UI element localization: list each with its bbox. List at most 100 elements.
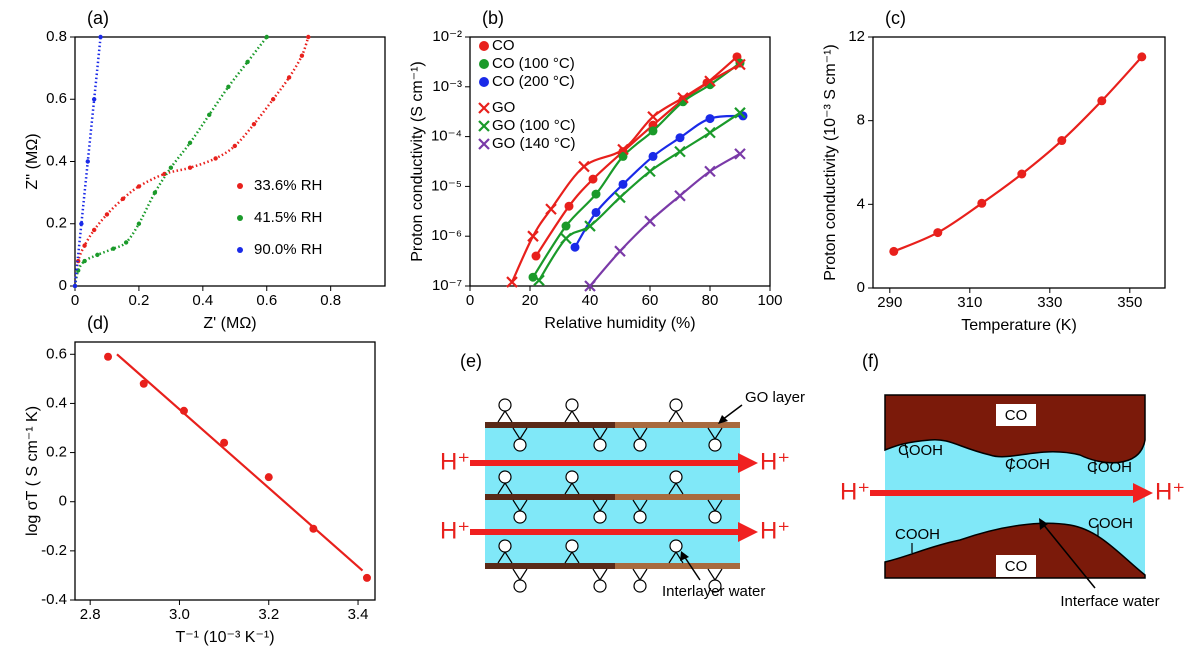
y-tick-label: 8 (857, 112, 865, 129)
legend-marker (237, 183, 243, 189)
point (644, 215, 656, 227)
water-label: Interface water (1060, 593, 1159, 610)
bond (1009, 457, 1013, 473)
point (139, 379, 148, 388)
x-tick-label: 40 (582, 292, 599, 309)
y-tick-label: -0.4 (41, 591, 67, 608)
point (531, 251, 541, 261)
epoxide-o (565, 398, 579, 412)
epoxide-o (498, 398, 512, 412)
y-tick-label: -0.2 (41, 542, 67, 559)
x-axis-label: Z' (MΩ) (203, 315, 256, 332)
epoxide-o (513, 438, 527, 452)
point (152, 190, 158, 195)
epoxide-o (498, 470, 512, 484)
point (648, 126, 658, 136)
x-tick-label: 350 (1117, 294, 1142, 311)
point (591, 207, 601, 217)
layers (485, 398, 740, 593)
panel-label: (f) (862, 351, 879, 371)
go-layer (615, 563, 740, 569)
point (104, 212, 110, 217)
point (82, 258, 87, 264)
group-label: COOH (1005, 456, 1050, 473)
x-tick-label: 3.0 (169, 606, 190, 623)
x-tick-label: 290 (877, 294, 902, 311)
point (309, 524, 318, 533)
y-axis-label: Proton conductivity (S cm⁻¹) (409, 61, 426, 262)
point (675, 133, 685, 143)
y-tick-label: 0.4 (46, 394, 67, 411)
y-tick-label: 0.6 (46, 345, 67, 362)
point (120, 196, 126, 202)
co-bottom (884, 522, 1146, 579)
panel-label: (d) (87, 313, 109, 333)
point (306, 34, 311, 40)
epoxide-o (513, 510, 527, 524)
y-tick-label: 0.6 (46, 90, 67, 107)
co-box (996, 555, 1036, 577)
series-dots (73, 36, 310, 287)
y-tick-label: 10⁻³ (432, 78, 462, 95)
pointer (683, 555, 701, 581)
point (704, 126, 716, 139)
legend-marker (478, 138, 490, 150)
point (187, 165, 193, 170)
epoxide-o (669, 470, 683, 484)
x-tick-label: 100 (757, 292, 782, 309)
point (545, 203, 557, 215)
point (264, 473, 273, 482)
point (251, 121, 257, 127)
y-tick-label: 0.2 (46, 444, 67, 461)
y-axis-label: Proton conductivity (10⁻³ S cm⁻¹) (822, 44, 839, 281)
y-tick-label: 12 (848, 28, 865, 45)
proton-label: H⁺ (440, 448, 470, 475)
point (1137, 52, 1147, 62)
legend-label: 33.6% RH (254, 177, 322, 194)
legend-marker (479, 77, 489, 87)
point (618, 151, 628, 161)
go-layer (485, 494, 615, 500)
x-tick-label: 0.4 (192, 292, 213, 309)
legend-marker (478, 102, 490, 114)
pointer (721, 404, 743, 421)
y-tick-label: 10⁻⁵ (431, 177, 462, 194)
epoxide-o (633, 438, 647, 452)
co-label: CO (1005, 558, 1028, 575)
point (1057, 136, 1067, 146)
point (220, 438, 229, 447)
point (111, 246, 116, 251)
point (533, 274, 545, 287)
panel-label: (a) (87, 8, 109, 28)
panel-label: (b) (482, 8, 504, 28)
epoxide-o (708, 438, 722, 452)
legend-marker (479, 41, 489, 51)
epoxide-o (708, 579, 722, 593)
point (232, 143, 237, 149)
point (299, 53, 305, 58)
series-line (893, 56, 1143, 253)
water-label: Interlayer water (662, 583, 765, 600)
go-layer (485, 563, 615, 569)
diagram-e: (e) GO layer H⁺ H⁺ H⁺ H⁺ Interlayer wate… (440, 351, 805, 600)
point (123, 240, 129, 245)
y-tick-label: 0.4 (46, 152, 67, 169)
point (136, 221, 142, 226)
epoxide-o (593, 510, 607, 524)
point (648, 151, 658, 161)
x-tick-label: 20 (522, 292, 539, 309)
y-tick-label: 10⁻⁷ (432, 277, 462, 294)
y-tick-label: 0 (59, 277, 67, 294)
plot-frame (872, 36, 1166, 289)
diagram-f: CO CO COOH COOH COOH COOH COOH H⁺ H⁺ (f)… (840, 351, 1185, 610)
group-label: COOH (898, 442, 943, 459)
epoxide-o (498, 539, 512, 553)
group-label: COOH (895, 526, 940, 543)
x-tick-label: 2.8 (80, 606, 101, 623)
go-layer (615, 422, 740, 428)
point (734, 148, 746, 160)
point (162, 171, 167, 177)
co-box (996, 404, 1036, 426)
point (591, 189, 601, 199)
